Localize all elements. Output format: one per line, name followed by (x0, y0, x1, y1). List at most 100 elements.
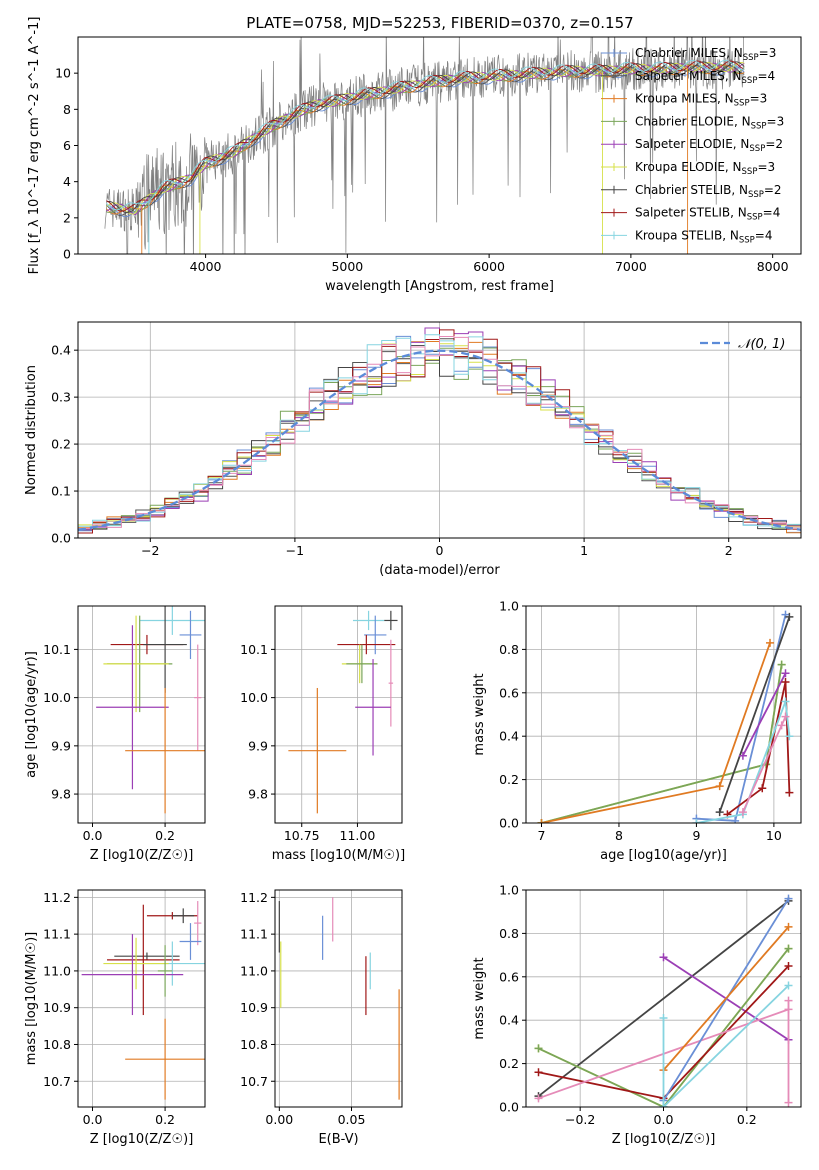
y-tick-label: 1.0 (499, 883, 519, 898)
plot-area-mass_Z (81, 901, 205, 1100)
legend-subscript: SSP (739, 235, 755, 245)
mass-weight-marker (715, 808, 724, 817)
mass-weight-marker (784, 961, 793, 970)
x-axis-label: Z [log10(Z/Z☉)] (90, 848, 194, 863)
legend-count: =2 (765, 137, 783, 151)
mass-weight-marker (534, 1044, 543, 1053)
y-tick-label: 0.3 (51, 390, 71, 405)
mass-weight-line-7 (696, 701, 791, 823)
legend-count: =3 (767, 114, 785, 128)
y-tick-label: 9.8 (51, 787, 71, 802)
x-tick-label: 0.05 (338, 1112, 366, 1127)
y-tick-label: 10.8 (240, 1037, 268, 1052)
errorbar-point-3 (337, 634, 396, 655)
y-tick-label: 4 (63, 174, 71, 189)
y-tick-label: 0.2 (499, 1056, 519, 1071)
errorbar-point-1 (179, 610, 202, 660)
errorbar-point-9 (157, 945, 173, 997)
mass-weight-marker (534, 1068, 543, 1077)
x-tick-label: 0.0 (83, 1112, 103, 1127)
y-tick-label: 0.1 (51, 484, 71, 499)
legend-count: =4 (755, 228, 773, 242)
y-axis-label: mass weight (472, 957, 487, 1039)
x-axis-label: Z [log10(Z/Z☉)] (90, 1132, 194, 1147)
mass-weight-marker (781, 697, 790, 706)
y-tick-label: 0.6 (499, 685, 519, 700)
x-tick-label: 4000 (190, 259, 222, 274)
mass-weight-marker (784, 981, 793, 990)
legend-hist: 𝒩(0, 1) (700, 337, 785, 352)
mass-weight-marker (537, 819, 546, 823)
mass-weight-line-4 (718, 616, 791, 813)
legend-subscript: SSP (751, 121, 767, 131)
x-tick-label: 0.00 (265, 1112, 293, 1127)
x-tick-label: 11.00 (340, 828, 376, 843)
errorbar-point-7 (96, 625, 169, 790)
y-tick-label: 0.0 (51, 531, 71, 546)
x-tick-label: 2 (725, 543, 733, 558)
x-tick-label: 0 (436, 543, 444, 558)
x-tick-label: 8 (615, 828, 623, 843)
y-tick-label: 10 (55, 66, 71, 81)
mass-weight-marker (781, 712, 790, 721)
mass-weight-marker (659, 953, 668, 962)
mass-weight-marker (784, 894, 793, 903)
x-tick-label: 6000 (473, 259, 505, 274)
errorbar-point-7 (355, 659, 391, 756)
errorbar-point-1 (352, 610, 385, 631)
spectrum-model-kroupa-stelib (106, 59, 745, 211)
mass-weight-line-8 (662, 984, 790, 1107)
panel-age_mass: 10.75 11.00 9.8 9.9 10.0 10.1 mass [log10(M/M☉… (240, 605, 405, 863)
x-tick-label: 10.75 (284, 828, 320, 843)
mass-weight-marker (777, 660, 786, 669)
mass-weight-line-6 (726, 681, 791, 816)
errorbar-point-8 (288, 687, 347, 814)
y-tick-label: 8 (63, 102, 71, 117)
y-tick-label: 0.4 (499, 729, 519, 744)
legend-entry: Chabrier MILES, NSSP=3 (635, 46, 776, 63)
y-tick-label: 0.8 (499, 642, 519, 657)
mass-weight-line-7 (662, 926, 790, 1071)
axes-frame (274, 605, 403, 824)
legend-subscript: SSP (747, 213, 763, 223)
errorbar-point-6 (388, 639, 394, 727)
y-axis-label: Flux [f_λ 10^-17 erg cm^-2 s^-1 A^-1] (27, 17, 42, 275)
mass-weight-marker (766, 638, 775, 647)
mass-weight-marker (715, 782, 724, 791)
errorbar-point-7 (103, 937, 169, 990)
x-tick-label: 7000 (615, 259, 647, 274)
legend-subscript: SSP (742, 167, 758, 177)
gaussian-curve (78, 349, 801, 531)
plot-area-hist (78, 327, 801, 534)
y-tick-label: 11.2 (43, 890, 71, 905)
legend-entry: Salpeter MILES, NSSP=4 (635, 69, 775, 86)
legend-count: =4 (763, 206, 781, 220)
x-axis-label: Z [log10(Z/Z☉)] (612, 1132, 716, 1147)
errorbar-point-10 (125, 1018, 205, 1100)
spectrum-model-chabrier-elodie (106, 63, 745, 214)
legend-subscript: SSP (748, 190, 764, 200)
y-tick-label: 0 (63, 247, 71, 262)
spectrum-model-salpeter-miles (106, 64, 745, 216)
x-tick-label: 8000 (757, 259, 789, 274)
axes-frame (274, 889, 403, 1108)
mass-weight-marker (785, 788, 794, 797)
legend-entry: Salpeter STELIB, NSSP=4 (635, 206, 780, 223)
mass-weight-marker (785, 732, 794, 741)
mass-weight-marker (534, 1094, 543, 1103)
errorbar-point-4 (114, 952, 180, 960)
y-axis-label: mass weight (472, 673, 487, 755)
y-tick-label: 10.7 (43, 1074, 71, 1089)
y-tick-label: 11.2 (240, 890, 268, 905)
errorbar-point-8 (81, 934, 184, 1016)
errorbar-point-2 (194, 901, 202, 946)
mass-weight-marker (692, 819, 701, 823)
legend-subscript: SSP (742, 76, 758, 86)
plot-area-age_Z (96, 606, 205, 814)
axes-frame (77, 605, 206, 824)
y-tick-label: 10.8 (43, 1037, 71, 1052)
y-tick-label: 10.9 (240, 1000, 268, 1015)
x-tick-label: 1 (580, 543, 588, 558)
